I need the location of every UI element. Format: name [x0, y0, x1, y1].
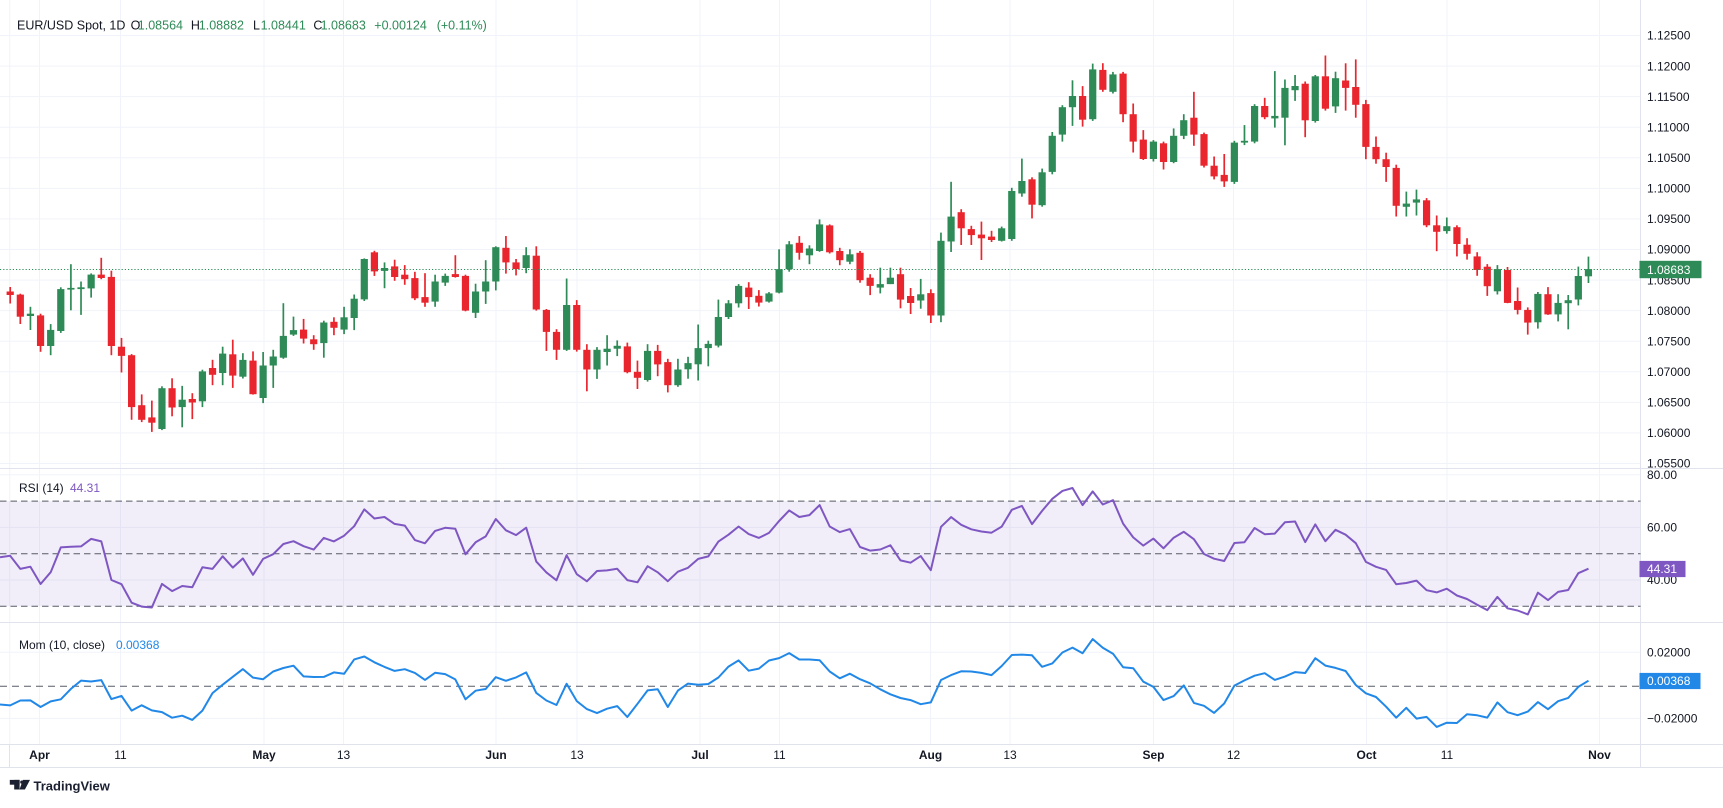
- svg-text:13: 13: [570, 748, 584, 762]
- svg-text:EUR/USD Spot, 1D: EUR/USD Spot, 1D: [17, 19, 125, 33]
- svg-text:1.05500: 1.05500: [1647, 457, 1691, 471]
- svg-text:+0.00124: +0.00124: [374, 19, 427, 33]
- svg-text:L: L: [253, 19, 260, 33]
- svg-text:1.11000: 1.11000: [1647, 120, 1690, 134]
- svg-text:Apr: Apr: [29, 748, 50, 762]
- svg-text:1.08000: 1.08000: [1647, 304, 1691, 318]
- svg-text:−0.02000: −0.02000: [1647, 712, 1698, 726]
- svg-text:1.06000: 1.06000: [1647, 426, 1691, 440]
- svg-text:12: 12: [1227, 748, 1241, 762]
- svg-text:1.08882: 1.08882: [199, 19, 244, 33]
- svg-text:13: 13: [337, 748, 351, 762]
- svg-text:1.11500: 1.11500: [1647, 90, 1690, 104]
- svg-text:11: 11: [114, 748, 127, 762]
- svg-text:0.02000: 0.02000: [1647, 645, 1691, 659]
- svg-text:Sep: Sep: [1142, 748, 1164, 762]
- svg-text:1.10500: 1.10500: [1647, 151, 1691, 165]
- svg-text:60.00: 60.00: [1647, 521, 1677, 535]
- svg-text:TradingView: TradingView: [34, 779, 111, 794]
- svg-text:1.08441: 1.08441: [261, 19, 306, 33]
- svg-text:(+0.11%): (+0.11%): [437, 19, 487, 33]
- svg-text:1.08683: 1.08683: [321, 19, 366, 33]
- svg-text:11: 11: [1441, 748, 1454, 762]
- svg-text:RSI (14): RSI (14): [19, 481, 64, 495]
- svg-text:Jun: Jun: [485, 748, 506, 762]
- svg-text:1.10000: 1.10000: [1647, 182, 1691, 196]
- svg-text:1.08683: 1.08683: [1647, 263, 1691, 277]
- svg-text:Mom (10, close): Mom (10, close): [19, 638, 105, 652]
- svg-text:O: O: [131, 19, 141, 33]
- svg-text:Jul: Jul: [691, 748, 708, 762]
- svg-text:1.07500: 1.07500: [1647, 334, 1691, 348]
- svg-text:Nov: Nov: [1588, 748, 1611, 762]
- svg-text:13: 13: [1003, 748, 1017, 762]
- svg-text:1.12500: 1.12500: [1647, 29, 1691, 43]
- svg-text:0.00368: 0.00368: [116, 638, 160, 652]
- svg-text:Oct: Oct: [1356, 748, 1376, 762]
- svg-text:1.09500: 1.09500: [1647, 212, 1691, 226]
- svg-text:C: C: [313, 19, 322, 33]
- svg-text:0.00368: 0.00368: [1647, 674, 1691, 688]
- svg-text:44.31: 44.31: [1647, 562, 1677, 576]
- svg-text:1.12000: 1.12000: [1647, 59, 1691, 73]
- svg-text:44.31: 44.31: [70, 481, 100, 495]
- svg-text:1.08564: 1.08564: [138, 19, 183, 33]
- svg-text:May: May: [252, 748, 276, 762]
- svg-text:H: H: [191, 19, 200, 33]
- svg-text:1.06500: 1.06500: [1647, 396, 1691, 410]
- svg-text:1.09000: 1.09000: [1647, 243, 1691, 257]
- svg-text:Aug: Aug: [919, 748, 942, 762]
- svg-text:1.07000: 1.07000: [1647, 365, 1691, 379]
- svg-text:80.00: 80.00: [1647, 468, 1677, 482]
- svg-text:11: 11: [773, 748, 786, 762]
